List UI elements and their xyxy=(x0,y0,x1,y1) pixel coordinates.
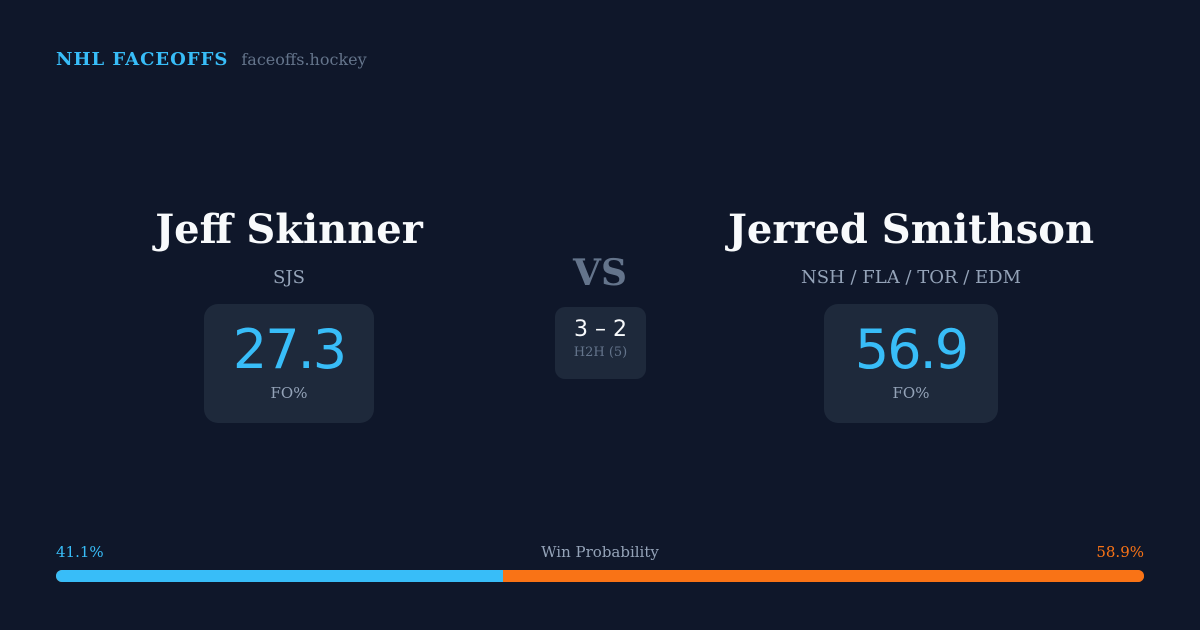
h2h-score: 3 – 2 xyxy=(574,317,627,342)
player-1-name: Jeff Skinner xyxy=(155,206,423,253)
brand-name: NHL FACEOFFS xyxy=(56,49,229,70)
win-prob-bar-right xyxy=(503,570,1144,582)
win-prob-bar-left xyxy=(56,570,504,582)
brand: NHL FACEOFFS faceoffs.hockey xyxy=(56,49,367,70)
player-2-fo-label: FO% xyxy=(892,384,930,402)
player-2-team: NSH / FLA / TOR / EDM xyxy=(800,267,1022,288)
player-1-team: SJS xyxy=(273,267,305,288)
player-2: Jerred Smithson NSH / FLA / TOR / EDM 56… xyxy=(661,206,1161,423)
win-probability: 41.1% Win Probability 58.9% xyxy=(56,543,1144,582)
player-1-fo-pct: 27.3 xyxy=(232,318,347,381)
win-prob-bar xyxy=(56,570,1144,582)
player-2-fo-pct: 56.9 xyxy=(854,318,969,381)
win-prob-label: Win Probability xyxy=(541,543,659,561)
win-prob-right: 58.9% xyxy=(1096,543,1144,561)
vs-label: VS xyxy=(573,252,627,294)
h2h-card: 3 – 2 H2H (5) xyxy=(555,307,646,379)
player-1-fo-label: FO% xyxy=(270,384,308,402)
brand-url: faceoffs.hockey xyxy=(241,50,367,69)
win-prob-left: 41.1% xyxy=(56,543,104,561)
player-1-stat-card: 27.3 FO% xyxy=(204,304,374,423)
player-2-stat-card: 56.9 FO% xyxy=(824,304,998,423)
player-2-name: Jerred Smithson xyxy=(727,206,1095,253)
h2h-label: H2H (5) xyxy=(573,345,628,360)
player-1: Jeff Skinner SJS 27.3 FO% xyxy=(39,206,539,423)
